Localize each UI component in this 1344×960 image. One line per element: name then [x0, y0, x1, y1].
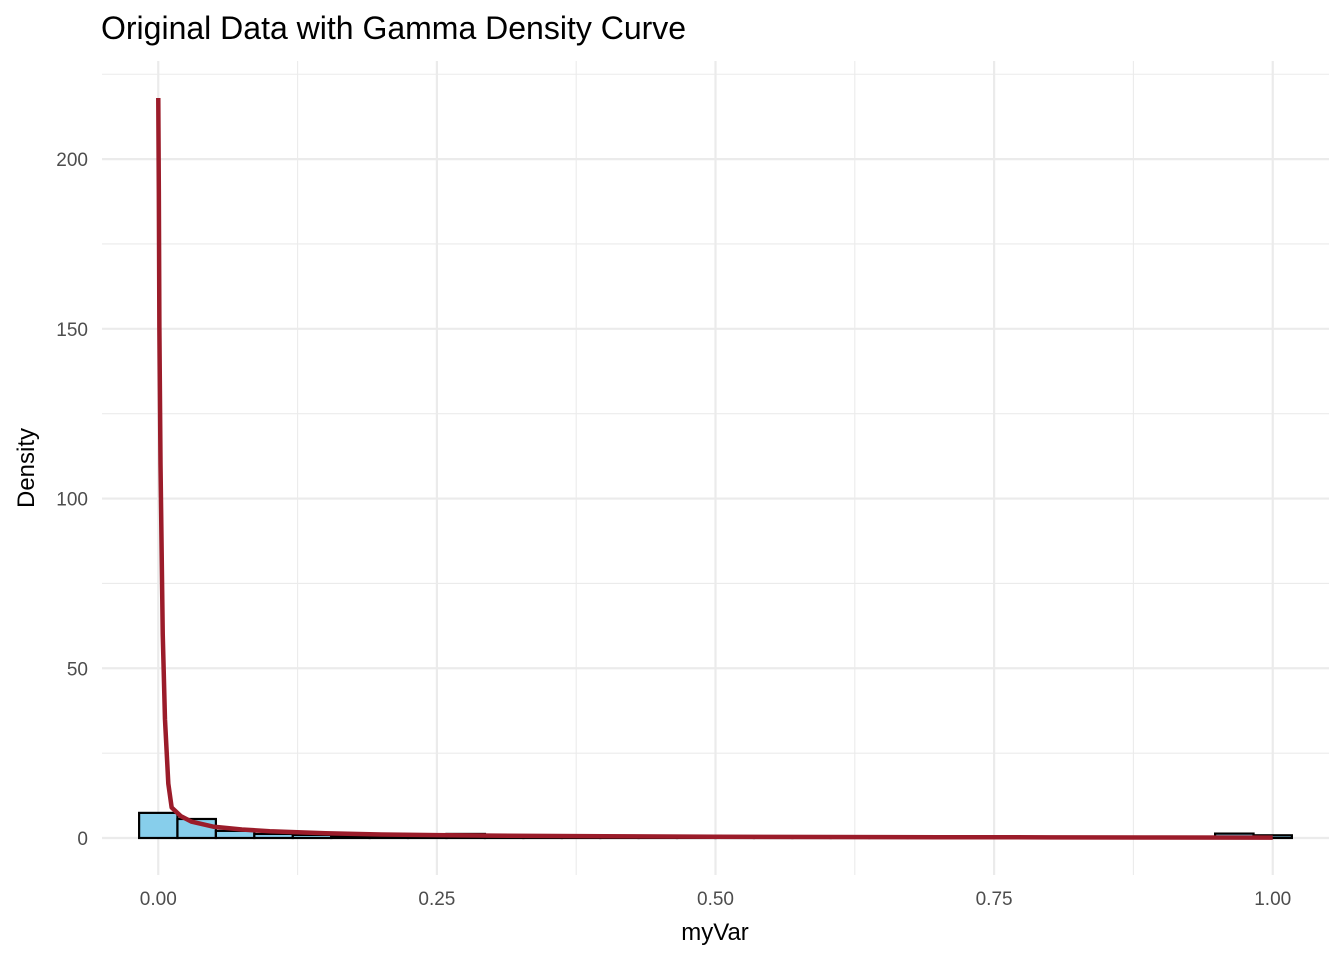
density-curve-layer: [156, 97, 1273, 840]
x-tick-label: 0.00: [140, 889, 177, 910]
chart-title: Original Data with Gamma Density Curve: [101, 10, 686, 46]
y-tick-label: 200: [56, 150, 88, 171]
x-tick-label: 0.75: [976, 889, 1013, 910]
histogram-bar: [138, 811, 179, 840]
x-axis-tick-labels: 0.00 0.25 0.50 0.75 1.00: [140, 889, 1291, 910]
x-tick-label: 0.50: [697, 889, 734, 910]
x-tick-label: 0.25: [418, 889, 455, 910]
histogram-bar: [253, 832, 294, 840]
y-tick-label: 150: [56, 320, 88, 341]
x-tick-label: 1.00: [1254, 889, 1291, 910]
y-axis-tick-labels: 0 50 100 150 200: [56, 150, 88, 850]
y-axis-title: Density: [13, 428, 40, 508]
y-tick-label: 50: [67, 659, 88, 680]
x-axis-title: myVar: [681, 919, 749, 946]
major-gridlines: [102, 61, 1329, 875]
gamma-density-curve: [156, 97, 1273, 840]
y-tick-label: 100: [56, 490, 88, 511]
y-tick-label: 0: [77, 829, 88, 850]
